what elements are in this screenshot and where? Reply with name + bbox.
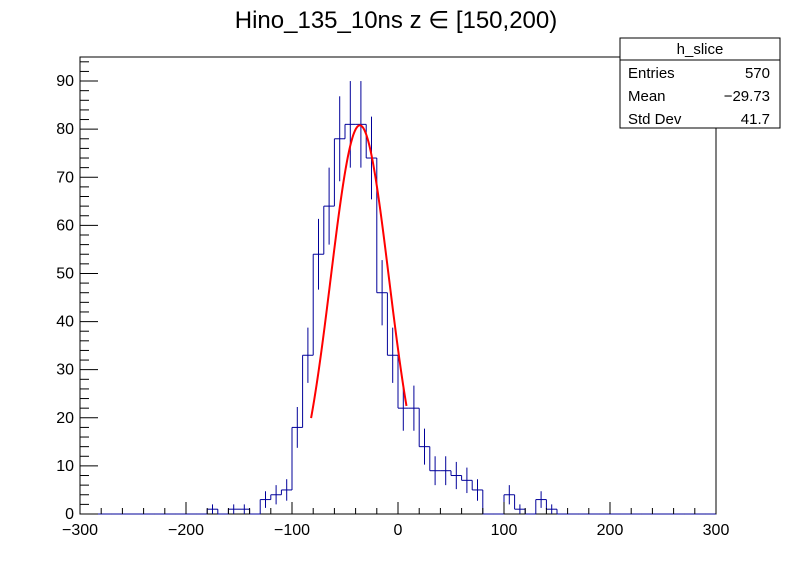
- x-tick-label: 200: [597, 522, 624, 539]
- x-tick-label: 100: [491, 522, 518, 539]
- stats-mean-value: −29.73: [724, 88, 770, 105]
- stats-stddev-value: 41.7: [741, 111, 770, 128]
- histogram-layer: [80, 123, 716, 515]
- chart-title: Hino_135_10ns z ∈ [150,200): [235, 7, 557, 34]
- y-tick-label: 0: [65, 506, 74, 523]
- y-tick-label: 60: [56, 217, 74, 234]
- x-tick-label: −200: [168, 522, 204, 539]
- y-tick-label: 20: [56, 410, 74, 427]
- y-tick-label: 50: [56, 265, 74, 282]
- fit-layer: [310, 124, 408, 419]
- stats-box-name: h_slice: [677, 41, 724, 58]
- x-tick-label: 0: [394, 522, 403, 539]
- error-bars-layer: [212, 81, 553, 514]
- y-tick-label: 90: [56, 73, 74, 90]
- axes-layer: −300 −200 −100 0 100 200 300 0 10 20 30 40 50 60 70 80 9…: [56, 61, 730, 539]
- y-tick-label: 80: [56, 121, 74, 138]
- x-tick-label: −300: [62, 522, 98, 539]
- stats-entries-value: 570: [745, 65, 770, 82]
- stats-mean-label: Mean: [628, 88, 666, 105]
- y-tick-label: 30: [56, 362, 74, 379]
- x-tick-label: 300: [703, 522, 730, 539]
- x-tick-label: −100: [274, 522, 310, 539]
- y-tick-label: 10: [56, 458, 74, 475]
- gaussian-fit-curve: [310, 124, 408, 419]
- stats-box-frame: [619, 37, 781, 129]
- stats-box: h_slice Entries 570 Mean −29.73 Std Dev …: [619, 37, 781, 129]
- stats-stddev-label: Std Dev: [628, 111, 682, 128]
- y-tick-label: 40: [56, 314, 74, 331]
- y-tick-label: 70: [56, 169, 74, 186]
- stats-entries-label: Entries: [628, 65, 675, 82]
